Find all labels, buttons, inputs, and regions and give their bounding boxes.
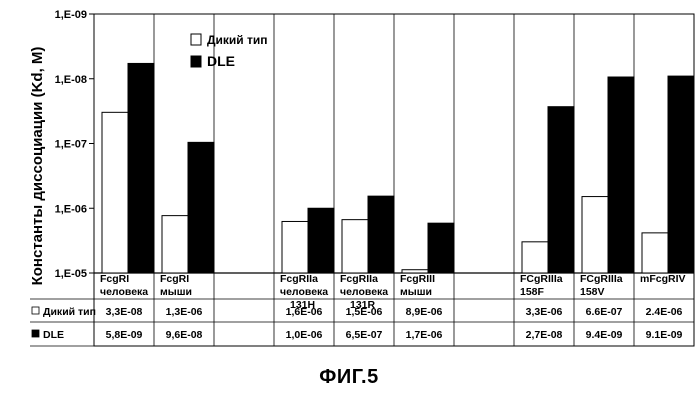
- bar-dle: [308, 208, 334, 273]
- table-cell: 2,7E-08: [526, 329, 563, 341]
- legend-swatch: [191, 34, 201, 45]
- y-tick-label: 1,E-08: [55, 74, 87, 86]
- category-label: FCgRIIIa: [520, 273, 563, 285]
- table-cell: 1,7E-06: [406, 329, 443, 341]
- table-cell: 1,3E-06: [166, 306, 203, 318]
- table-cell: 1,0E-06: [286, 329, 323, 341]
- bar-wild-type: [642, 233, 668, 273]
- bar-dle: [548, 107, 574, 273]
- category-label: FcgRI: [160, 273, 189, 285]
- table-cell: 2.4E-06: [646, 306, 683, 318]
- table-cell: 6.6E-07: [586, 306, 623, 318]
- legend: Дикий тип DLE: [191, 33, 268, 69]
- table-row-label: DLE: [43, 329, 64, 341]
- category-label: человека: [280, 286, 328, 298]
- legend-swatch: [191, 56, 201, 67]
- y-tick-label: 1,E-07: [55, 139, 87, 151]
- bar-dle: [188, 142, 214, 273]
- category-label: FcgRIIa: [280, 273, 318, 285]
- bar-wild-type: [582, 197, 608, 273]
- data-table: FcgRIчеловекаFcgRIмышиFcgRIIaчеловека131…: [32, 273, 686, 341]
- bars: [102, 63, 694, 273]
- table-cell: 6,5E-07: [346, 329, 383, 341]
- category-label: FcgRIII: [400, 273, 435, 285]
- category-label: человека: [340, 286, 388, 298]
- table-cell: 1,6E-06: [286, 306, 323, 318]
- table-cell: 9,6E-08: [166, 329, 203, 341]
- table-row-key: [32, 330, 39, 337]
- bar-wild-type: [162, 216, 188, 273]
- category-label: FCgRIIIa: [580, 273, 623, 285]
- bar-dle: [368, 196, 394, 273]
- table-cell: 5,8E-09: [106, 329, 143, 341]
- bar-wild-type: [102, 112, 128, 273]
- y-axis-ticks: 1,E-09 1,E-08 1,E-07 1,E-06 1,E-05: [55, 9, 94, 280]
- category-label: мыши: [160, 286, 192, 298]
- figure-caption: ФИГ.5: [0, 366, 698, 389]
- category-label: человека: [100, 286, 148, 298]
- table-row-label: Дикий тип: [43, 306, 96, 318]
- table-cell: 9.4E-09: [586, 329, 623, 341]
- bar-dle: [428, 223, 454, 273]
- table-cell: 3,3E-06: [526, 306, 563, 318]
- category-label: 158V: [580, 286, 605, 298]
- bar-dle: [608, 77, 634, 273]
- table-row-key: [32, 307, 39, 314]
- category-label: мыши: [400, 286, 432, 298]
- legend-label: Дикий тип: [207, 33, 268, 47]
- bar-wild-type: [342, 220, 368, 273]
- table-cell: 1,5E-06: [346, 306, 383, 318]
- bar-wild-type: [522, 242, 548, 273]
- category-label: FcgRIIa: [340, 273, 378, 285]
- table-cell: 8,9E-06: [406, 306, 443, 318]
- category-label: FcgRI: [100, 273, 129, 285]
- bar-wild-type: [282, 221, 308, 273]
- table-cell: 3,3E-08: [106, 306, 143, 318]
- category-label: mFcgRIV: [640, 273, 686, 285]
- bar-dle: [668, 76, 694, 273]
- category-label: 158F: [520, 286, 545, 298]
- legend-label: DLE: [207, 53, 235, 69]
- y-axis-label: Константы диссоциации (Kd, M): [29, 47, 46, 286]
- table-cell: 9.1E-09: [646, 329, 683, 341]
- y-tick-label: 1,E-06: [55, 203, 87, 215]
- y-tick-label: 1,E-05: [55, 268, 87, 280]
- bar-dle: [128, 63, 154, 273]
- y-tick-label: 1,E-09: [55, 9, 87, 21]
